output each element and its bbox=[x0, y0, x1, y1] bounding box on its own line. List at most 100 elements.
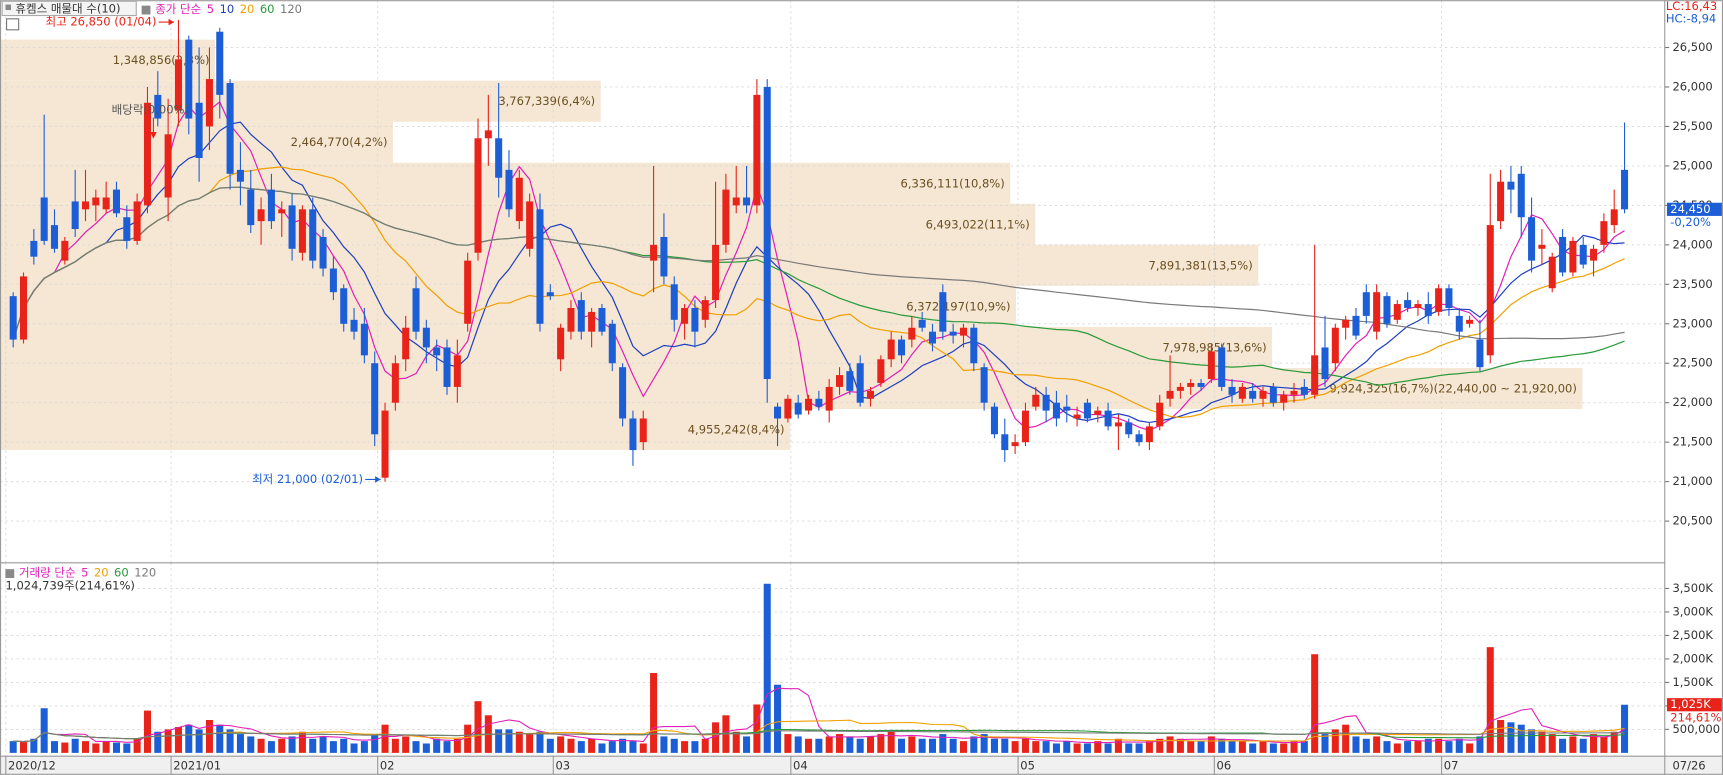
candle-body bbox=[1125, 422, 1133, 435]
volume-bar bbox=[164, 729, 172, 753]
volume-bar bbox=[1610, 731, 1618, 753]
volume-moving-average bbox=[13, 687, 1625, 744]
candle-body bbox=[856, 363, 864, 403]
candle-body bbox=[567, 307, 575, 332]
candle-body bbox=[1559, 236, 1567, 273]
candle-body bbox=[794, 402, 802, 415]
overlays: 최고 26,850 (01/04) 최저 21,000 (02/01) 배당락(0,… bbox=[45, 15, 1722, 724]
candle-body bbox=[412, 288, 420, 332]
price-band-volume: 6,336,111(10,8%) bbox=[901, 176, 1005, 190]
legend-period: 20 bbox=[94, 565, 109, 579]
settings-icon bbox=[6, 18, 20, 31]
volume-bar bbox=[660, 736, 668, 753]
candle-body bbox=[1528, 217, 1536, 261]
volume-bar bbox=[1001, 738, 1009, 753]
candle-body bbox=[226, 83, 234, 174]
volume-bar bbox=[1352, 736, 1360, 753]
candle-body bbox=[1507, 181, 1515, 190]
volume-bar bbox=[763, 583, 771, 753]
volume-bar bbox=[753, 704, 761, 753]
volume-bar bbox=[980, 734, 988, 753]
price-band bbox=[0, 244, 1259, 286]
volume-bar bbox=[185, 724, 193, 753]
candle-body bbox=[753, 94, 761, 206]
price-band bbox=[0, 285, 1016, 327]
candle-body bbox=[897, 339, 906, 356]
volume-bar bbox=[784, 734, 792, 753]
volume-bar bbox=[866, 736, 875, 753]
candle-body bbox=[608, 323, 616, 364]
volume-bar bbox=[391, 738, 399, 753]
volume-bar bbox=[1197, 741, 1205, 753]
legend-marker: ■ bbox=[141, 1, 156, 15]
candle-body bbox=[1073, 414, 1081, 419]
candle-body bbox=[1032, 394, 1040, 407]
price-band bbox=[0, 162, 1011, 204]
volume-bar bbox=[1238, 741, 1246, 753]
x-tick-label: 07/26 bbox=[1672, 759, 1705, 773]
candle-body bbox=[1538, 244, 1546, 249]
volume-bar bbox=[298, 731, 306, 753]
volume-bar bbox=[639, 743, 647, 753]
candle-body bbox=[257, 209, 265, 222]
candle-body bbox=[464, 260, 472, 324]
candle-body bbox=[112, 189, 120, 214]
volume-bar bbox=[50, 741, 59, 753]
candle-body bbox=[267, 189, 275, 222]
volume-bar bbox=[30, 738, 38, 753]
candle-body bbox=[174, 59, 182, 111]
candle-body bbox=[1610, 209, 1618, 226]
y-tick-label: 20,500 bbox=[1672, 514, 1712, 528]
price-band-label: 6,493,022(11,1%) bbox=[926, 217, 1030, 231]
volume-legend: ■ 거래량 단순 5 20 60 120 bbox=[4, 565, 156, 579]
volume-bar bbox=[1548, 734, 1556, 753]
volume-bar bbox=[856, 738, 864, 753]
volume-bar bbox=[81, 741, 90, 753]
candle-body bbox=[1269, 386, 1277, 403]
candle-body bbox=[1052, 402, 1060, 419]
candle-body bbox=[949, 331, 957, 336]
candle-body bbox=[1218, 347, 1226, 387]
volume-bar bbox=[474, 701, 482, 753]
candle-body bbox=[1135, 434, 1143, 443]
candle-body bbox=[474, 138, 482, 253]
candle-body bbox=[1011, 442, 1019, 447]
volume-bar bbox=[1393, 743, 1401, 753]
candle-body bbox=[1486, 225, 1494, 356]
candle-body bbox=[939, 292, 947, 332]
volume-bar bbox=[970, 736, 978, 753]
x-tick-label: 02 bbox=[380, 759, 395, 773]
volume-bar bbox=[92, 743, 100, 753]
candle-body bbox=[1042, 394, 1050, 411]
candle-body bbox=[928, 331, 937, 344]
volume-bar bbox=[174, 727, 182, 753]
legend-period: 20 bbox=[240, 1, 255, 15]
volume-bar bbox=[360, 741, 368, 753]
candle-body bbox=[1342, 319, 1350, 328]
candle-body bbox=[1435, 288, 1443, 312]
title-box bbox=[1, 0, 137, 17]
volume-bar bbox=[577, 741, 585, 753]
right-axis-area bbox=[1664, 0, 1723, 757]
candles bbox=[9, 19, 1629, 482]
volume-bar bbox=[515, 731, 523, 753]
candle-body bbox=[546, 292, 554, 297]
legend-period: 120 bbox=[280, 1, 302, 15]
candle-body bbox=[1228, 386, 1236, 395]
high-label: 최고 26,850 (01/04) bbox=[45, 15, 156, 29]
candle-body bbox=[1600, 221, 1608, 245]
legend-period: 60 bbox=[260, 1, 275, 15]
volume-bar bbox=[1528, 729, 1536, 753]
candle-body bbox=[825, 386, 833, 411]
volume-bar bbox=[433, 738, 441, 753]
candle-body bbox=[164, 134, 172, 198]
volume-bar bbox=[887, 731, 895, 753]
candle-body bbox=[1383, 296, 1391, 324]
candle-body bbox=[681, 307, 689, 324]
candle-body bbox=[1590, 248, 1598, 261]
volume-bar bbox=[1486, 647, 1494, 753]
volume-bar bbox=[1424, 738, 1432, 753]
volume-bar bbox=[1052, 743, 1060, 753]
volume-summary: 1,024,739주(214,61%) bbox=[5, 578, 134, 592]
candle-body bbox=[185, 39, 193, 119]
